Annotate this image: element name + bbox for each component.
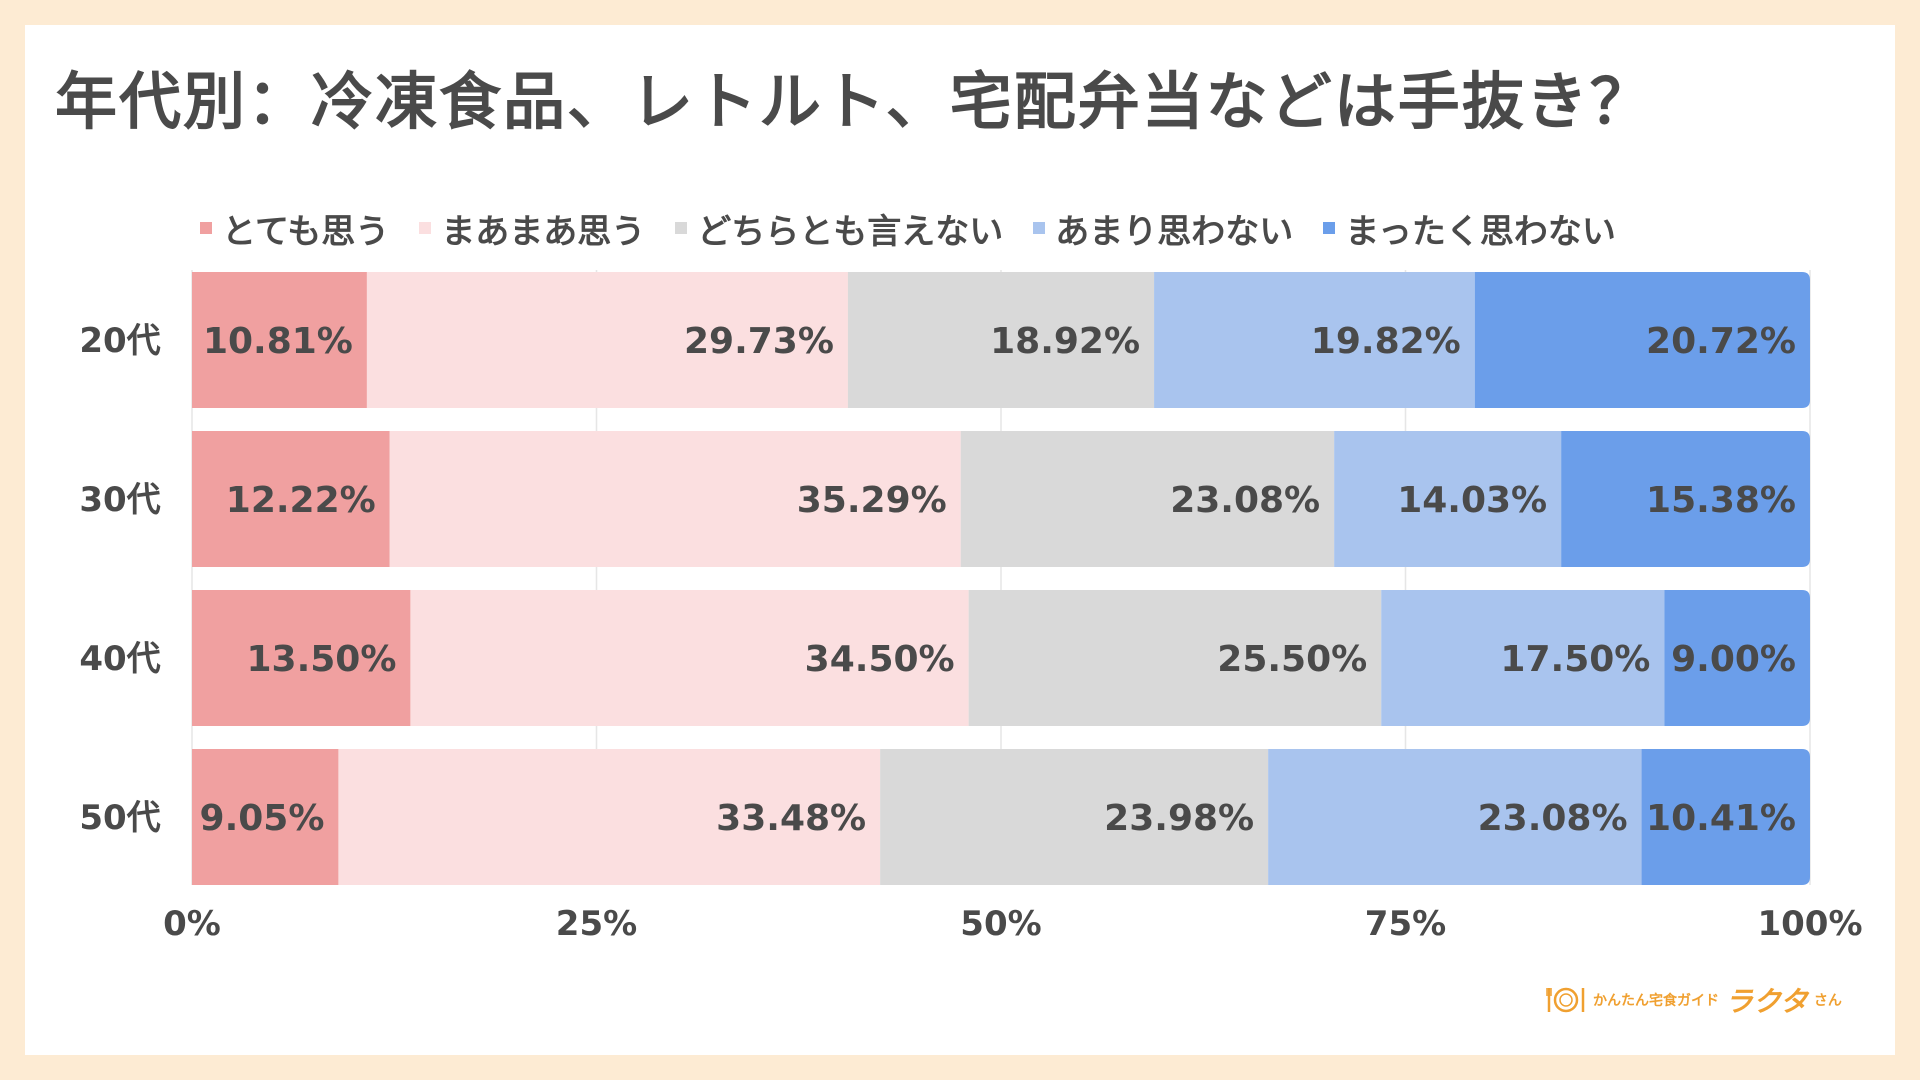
bar-segment: [1154, 272, 1475, 408]
category-label: 40代: [79, 639, 160, 679]
data-label: 19.82%: [1311, 321, 1461, 362]
data-label: 10.41%: [1646, 798, 1796, 839]
legend-swatch: [200, 222, 212, 234]
x-tick-label: 25%: [556, 904, 637, 944]
bar-segment: [192, 749, 339, 885]
data-label: 10.81%: [203, 321, 353, 362]
bar-segment: [880, 749, 1269, 885]
category-label: 20代: [79, 321, 160, 361]
data-label: 34.50%: [805, 639, 955, 680]
data-label: 14.03%: [1397, 480, 1547, 521]
bar-segment: [1664, 590, 1810, 726]
data-label: 9.05%: [200, 798, 325, 839]
legend-swatch: [675, 222, 688, 234]
data-label: 29.73%: [684, 321, 834, 362]
logo-suffix: さん: [1813, 993, 1842, 1009]
bar-segment: [1334, 431, 1562, 567]
bar-segment: [1641, 749, 1810, 885]
data-label: 35.29%: [797, 480, 947, 521]
legend-item-1: まあまあ思う: [419, 204, 645, 253]
logo-wordmark: ラクタ: [1725, 985, 1808, 1018]
legend-item-3: あまり思わない: [1033, 204, 1293, 253]
legend-item-0: とても思う: [200, 204, 389, 253]
legend-label: どちらとも言えない: [697, 211, 1004, 252]
brand-logo: かんたん宅食ガイド ラクタ さん: [1545, 980, 1842, 1020]
data-label: 23.08%: [1478, 798, 1628, 839]
bar-segment: [968, 590, 1382, 726]
data-label: 13.50%: [246, 639, 396, 680]
x-tick-label: 50%: [960, 904, 1041, 944]
x-tick-label: 100%: [1757, 904, 1862, 944]
data-label: 18.92%: [990, 321, 1140, 362]
legend-label: とても思う: [222, 211, 390, 252]
legend-item-2: どちらとも言えない: [675, 204, 1003, 253]
data-label: 20.72%: [1646, 321, 1796, 362]
bar-segment: [1381, 590, 1665, 726]
legend-item-4: まったく思わない: [1323, 204, 1616, 253]
data-label: 23.98%: [1104, 798, 1254, 839]
data-label: 9.00%: [1671, 639, 1796, 680]
bar-segment: [1268, 749, 1642, 885]
bar-segment: [1474, 272, 1810, 408]
bar-segment: [192, 272, 367, 408]
bar-segment: [847, 272, 1155, 408]
legend-label: まったく思わない: [1345, 211, 1616, 252]
category-label: 50代: [79, 798, 160, 838]
data-label: 33.48%: [716, 798, 866, 839]
legend-swatch: [1033, 222, 1046, 234]
logo-subtitle: かんたん宅食ガイド: [1593, 993, 1719, 1009]
legend-label: あまり思わない: [1055, 211, 1294, 252]
bar-segment: [192, 431, 390, 567]
chart-title: 年代別：冷凍食品、レトルト、宅配弁当などは手抜き？: [55, 65, 1654, 138]
data-label: 15.38%: [1646, 480, 1796, 521]
x-tick-label: 75%: [1365, 904, 1446, 944]
bar-segment: [410, 590, 969, 726]
data-label: 12.22%: [226, 480, 376, 521]
bar-segment: [1561, 431, 1810, 567]
data-label: 17.50%: [1500, 639, 1650, 680]
data-label: 25.50%: [1217, 639, 1367, 680]
chart-legend: とても思う まあまあ思う どちらとも言えない あまり思わない まったく思わない: [200, 198, 1800, 258]
legend-label: まあまあ思う: [441, 211, 646, 252]
bar-segment: [389, 431, 961, 567]
plate-utensils-icon: [1546, 987, 1585, 1013]
x-tick-label: 0%: [163, 904, 221, 944]
legend-swatch: [1323, 222, 1336, 234]
category-label: 30代: [79, 480, 160, 520]
bar-segment: [338, 749, 881, 885]
bar-segment: [192, 590, 411, 726]
data-label: 23.08%: [1170, 480, 1320, 521]
legend-swatch: [419, 222, 432, 234]
bar-segment: [366, 272, 848, 408]
bar-segment: [960, 431, 1335, 567]
